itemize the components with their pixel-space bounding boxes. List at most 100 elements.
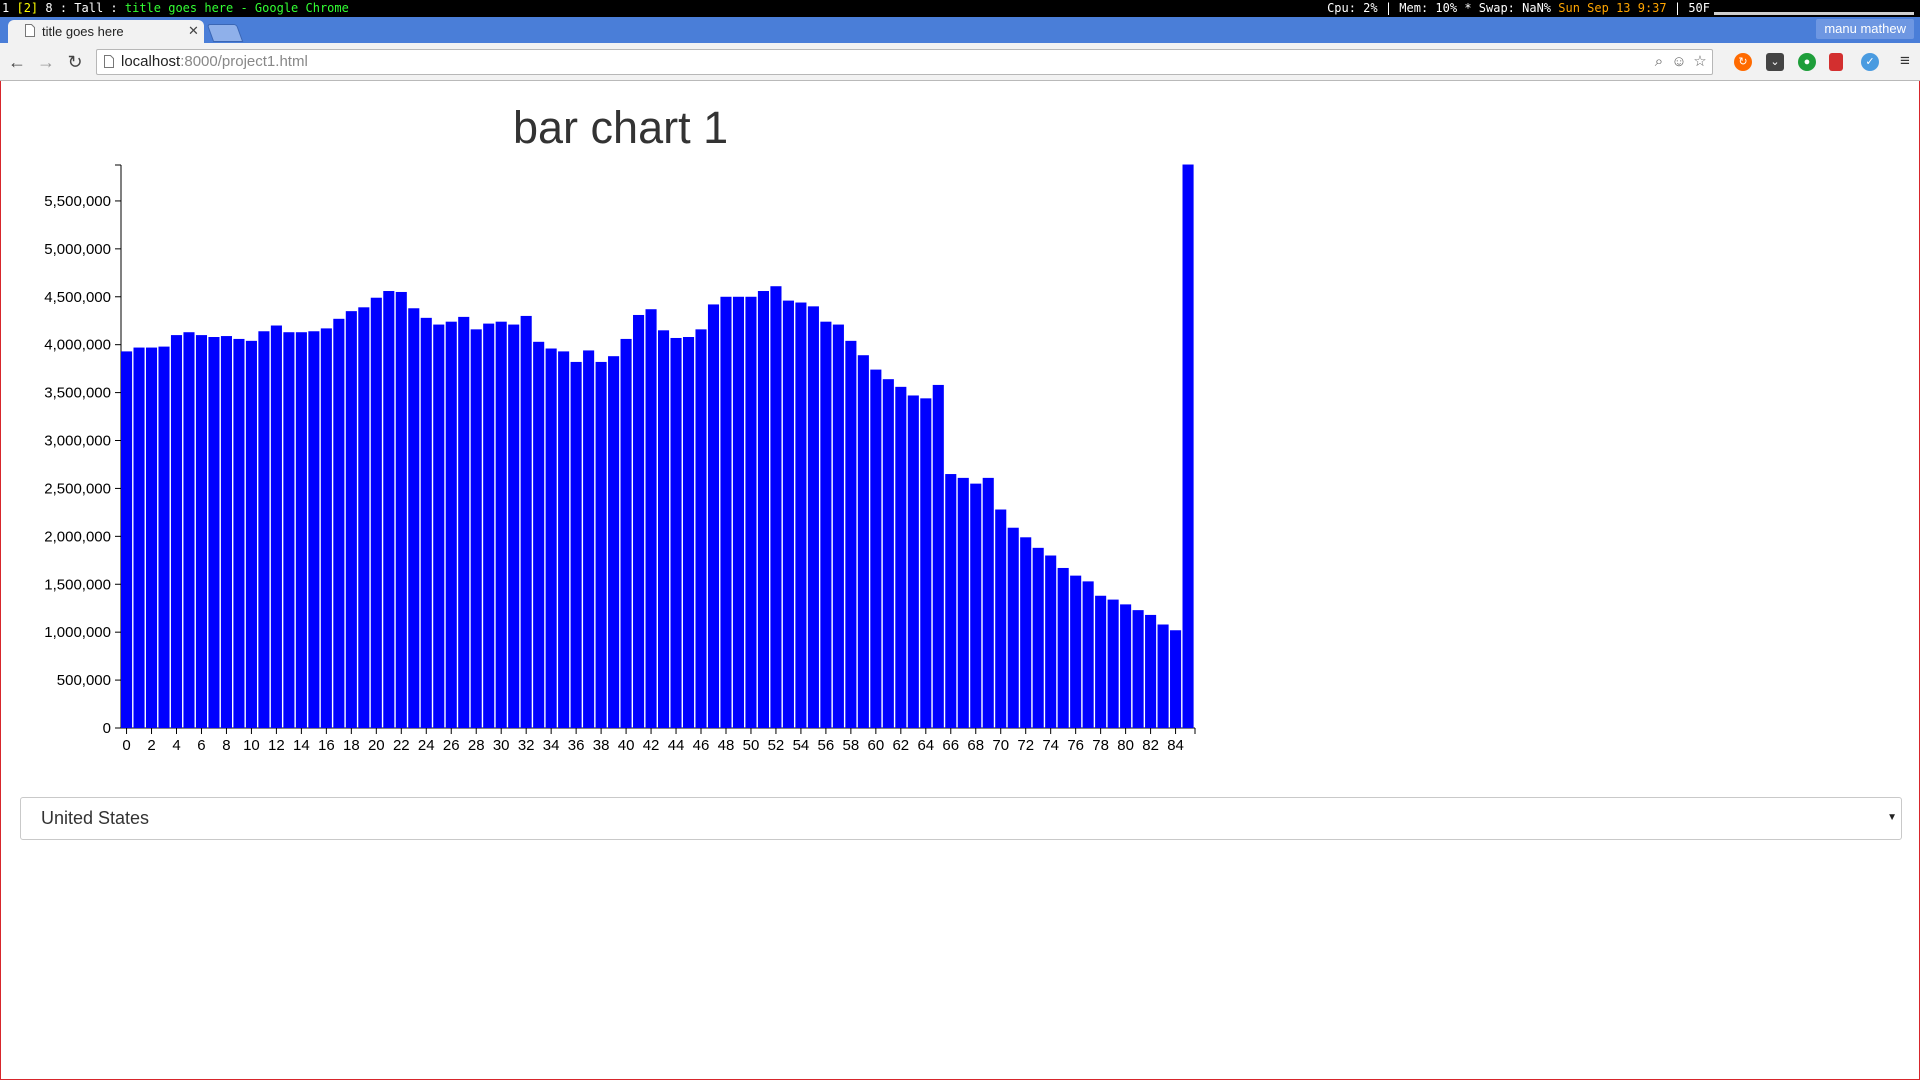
bar xyxy=(995,509,1007,728)
y-tick-label: 1,000,000 xyxy=(44,624,111,641)
workspace-layout: 8 : Tall : xyxy=(45,1,118,15)
y-tick-label: 2,500,000 xyxy=(44,480,111,497)
country-select[interactable]: United States ▼ xyxy=(20,797,1902,840)
y-tick-label: 3,000,000 xyxy=(44,433,111,450)
bar xyxy=(233,338,245,728)
x-tick-label: 40 xyxy=(618,737,635,754)
bar xyxy=(408,308,420,728)
extension-green-icon[interactable]: ● xyxy=(1798,53,1816,71)
bar xyxy=(1170,630,1182,728)
x-tick-label: 72 xyxy=(1017,737,1034,754)
bar xyxy=(707,304,720,728)
extension-blue-icon[interactable]: ✓ xyxy=(1861,53,1879,71)
x-tick-label: 22 xyxy=(393,737,410,754)
y-tick-label: 5,000,000 xyxy=(44,241,111,258)
magnifier-icon[interactable]: ⌕ xyxy=(1654,53,1664,70)
bar xyxy=(533,341,545,728)
back-arrow-icon[interactable]: ← xyxy=(8,52,26,72)
x-tick-label: 6 xyxy=(197,737,205,754)
bar xyxy=(458,316,470,728)
tab-title: title goes here xyxy=(42,24,124,39)
x-tick-label: 66 xyxy=(942,737,959,754)
bar xyxy=(920,398,932,728)
bar xyxy=(283,332,295,728)
star-icon[interactable]: ☆ xyxy=(1693,53,1707,70)
bar xyxy=(208,337,220,728)
bar xyxy=(770,286,782,728)
reload-icon[interactable]: ↻ xyxy=(67,52,83,72)
bar xyxy=(882,379,894,728)
active-workspace[interactable]: [2] xyxy=(16,1,39,15)
bar xyxy=(220,336,232,728)
pocket-icon[interactable]: ⌄ xyxy=(1766,53,1784,71)
x-tick-label: 70 xyxy=(992,737,1009,754)
bar xyxy=(982,477,994,728)
close-tab-icon[interactable]: ✕ xyxy=(188,23,199,38)
bar xyxy=(258,331,270,728)
y-tick-label: 3,500,000 xyxy=(44,385,111,402)
status-right: Cpu: 2% | Mem: 10% * Swap: NaN% Sun Sep … xyxy=(1327,0,1710,17)
tab-strip: title goes here ✕ manu mathew xyxy=(0,17,1920,43)
y-tick-label: 4,500,000 xyxy=(44,289,111,306)
bar xyxy=(345,311,357,728)
bar xyxy=(832,324,844,728)
bar xyxy=(608,356,620,728)
x-tick-label: 24 xyxy=(418,737,435,754)
status-left: 1 [2] 8 : Tall : title goes here - Googl… xyxy=(2,0,349,17)
extension-orange-icon[interactable]: ↻ xyxy=(1734,53,1752,71)
new-tab-button[interactable] xyxy=(206,24,244,42)
bar xyxy=(807,306,819,728)
url-host: localhost xyxy=(121,53,181,70)
window-title: title goes here - Google Chrome xyxy=(124,1,349,15)
bar xyxy=(358,307,370,728)
bar xyxy=(795,302,807,728)
bar xyxy=(1082,581,1094,728)
x-tick-label: 38 xyxy=(593,737,610,754)
bookmark-red-icon[interactable] xyxy=(1829,53,1843,71)
bar xyxy=(295,332,307,728)
x-tick-label: 30 xyxy=(493,737,510,754)
browser-chrome: title goes here ✕ manu mathew ← → ↻ loca… xyxy=(0,17,1920,81)
bar xyxy=(1095,595,1107,728)
y-tick-label: 2,000,000 xyxy=(44,528,111,545)
reddit-icon[interactable]: ☺ xyxy=(1671,53,1687,70)
hamburger-menu-icon[interactable]: ≡ xyxy=(1900,51,1910,70)
bar-chart: 0 500,000 1,000,000 1,500,000 2,000,000 2,500… xyxy=(44,164,1196,754)
x-tick-label: 4 xyxy=(172,737,180,754)
bar xyxy=(595,361,607,728)
bar xyxy=(682,337,695,728)
x-tick-label: 28 xyxy=(468,737,485,754)
bar xyxy=(433,324,445,728)
x-tick-label: 16 xyxy=(318,737,335,754)
workspace-list[interactable]: 1 xyxy=(2,1,10,15)
forward-arrow-icon[interactable]: → xyxy=(37,52,55,72)
bar xyxy=(170,335,183,728)
profile-button[interactable]: manu mathew xyxy=(1816,19,1914,39)
x-tick-label: 84 xyxy=(1167,737,1184,754)
bar xyxy=(570,361,582,728)
page-info-icon[interactable] xyxy=(104,55,114,68)
datetime: Sun Sep 13 9:37 xyxy=(1558,1,1667,15)
url-text[interactable]: localhost:8000/project1.html xyxy=(121,53,308,70)
bar xyxy=(121,351,133,728)
bar xyxy=(320,328,332,728)
x-tick-label: 44 xyxy=(668,737,685,754)
bar-series xyxy=(121,164,1194,728)
bar xyxy=(245,340,257,728)
bar xyxy=(945,474,957,728)
x-tick-label: 60 xyxy=(868,737,885,754)
bar xyxy=(645,309,657,728)
bar xyxy=(1120,604,1132,728)
bar xyxy=(1020,537,1032,728)
address-bar[interactable]: localhost:8000/project1.html ⌕ ☺ ☆ xyxy=(96,49,1713,75)
status-progress-bar xyxy=(1714,12,1914,15)
browser-tab[interactable]: title goes here ✕ xyxy=(8,20,204,43)
x-tick-label: 8 xyxy=(222,737,230,754)
bar xyxy=(1032,547,1044,728)
x-tick-label: 52 xyxy=(768,737,785,754)
temperature: | 50F xyxy=(1673,1,1710,15)
x-tick-label: 46 xyxy=(693,737,710,754)
y-tick-label: 4,000,000 xyxy=(44,337,111,354)
x-tick-label: 0 xyxy=(122,737,130,754)
bar xyxy=(782,300,794,728)
